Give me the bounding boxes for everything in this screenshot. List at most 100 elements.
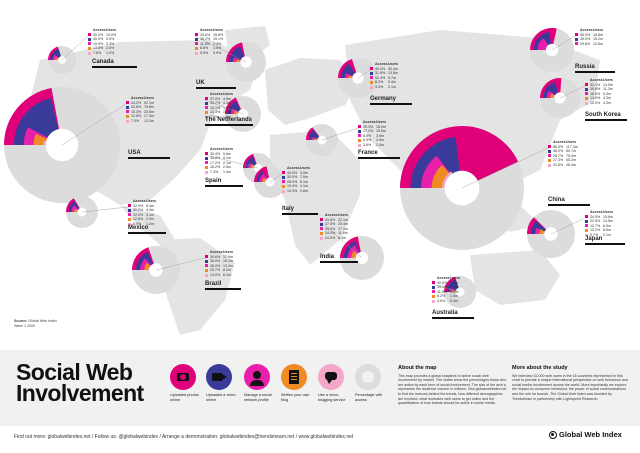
row-swatch xyxy=(548,163,551,167)
header-users: Users xyxy=(213,28,223,32)
access-value: 56.9% xyxy=(580,32,591,37)
header-access: Access xyxy=(93,28,106,32)
leader-lines xyxy=(61,35,586,293)
legend-label-access: Percentage with access xyxy=(355,393,383,402)
footer-find-link[interactable]: Find out more: globalwebindex.net xyxy=(14,434,91,440)
access-value: 15.3% xyxy=(131,109,142,114)
users-value: 12.6m xyxy=(593,41,603,46)
country-name-australia: Australia xyxy=(432,310,474,319)
row-swatch xyxy=(370,85,373,89)
users-value: 2.4% xyxy=(213,41,222,46)
row-swatch xyxy=(358,125,361,129)
users-value: 1.8m xyxy=(223,110,231,115)
table-row: 39.4% 5.6m xyxy=(205,152,236,157)
leader-line xyxy=(321,127,359,141)
row-swatch xyxy=(432,285,435,289)
row-swatch xyxy=(205,273,208,277)
table-header: AccessUsers xyxy=(548,140,579,145)
access-value: 43.0% xyxy=(287,170,298,175)
access-value: 20.7% xyxy=(210,268,221,273)
table-row: 43.8% 22.1m xyxy=(320,218,351,223)
users-value: 1.0m xyxy=(223,114,231,119)
table-header: AccessUsers xyxy=(282,166,313,171)
row-swatch xyxy=(282,184,285,188)
table-row: 14.0% 6.1m xyxy=(205,273,236,278)
footer-arrange-link[interactable]: Arrange a demonstration: globalwebindex@… xyxy=(161,434,295,440)
row-swatch xyxy=(205,152,208,156)
access-value: 86.0% xyxy=(553,144,564,149)
row-swatch xyxy=(205,165,208,169)
access-value: 29.3% xyxy=(363,124,374,129)
table-row: 12.6% 17.3m xyxy=(126,114,157,119)
access-value: 14.0% xyxy=(210,272,221,277)
users-value: 4.4m xyxy=(146,208,154,213)
leader-line xyxy=(319,220,363,259)
users-value: 9.7m xyxy=(388,75,396,80)
access-value: 39.6% xyxy=(590,87,601,92)
table-row: 8.0% 1.2m xyxy=(128,222,159,227)
table-row: 5.7% 3.1m xyxy=(585,233,616,238)
users-value: 15.8% xyxy=(213,32,224,37)
row-swatch xyxy=(88,46,91,50)
access-value: 37.0% xyxy=(210,96,221,101)
table-header: AccessUsers xyxy=(88,28,119,33)
table-row: 13.3% 2.6m xyxy=(282,189,313,194)
about-study-text: We interview 32,000 web users in the 16 … xyxy=(512,373,628,401)
leader-line xyxy=(204,154,259,169)
users-value: 1.2m xyxy=(146,221,154,226)
access-value: 31.8% xyxy=(375,71,386,76)
header-users: Users xyxy=(376,120,386,124)
table-row: 34.0% 17.1m xyxy=(320,227,351,232)
country-charts xyxy=(4,27,580,308)
row-swatch xyxy=(205,115,208,119)
country-name-italy: Italy xyxy=(282,206,318,215)
table-row: 24.0% 8.4m xyxy=(320,236,351,241)
access-value: 7.6% xyxy=(93,50,102,55)
table-row: 22.0% 3.1m xyxy=(128,213,159,218)
access-value: 38.2% xyxy=(200,37,211,42)
table-row: 7.0% 13.3m xyxy=(126,119,157,124)
country-block-russia: AccessUsers 56.9% 18.8m 45.0% 15.2m 29.8% 12.6… xyxy=(575,28,606,46)
access-icon xyxy=(355,364,381,390)
table-row: 24.0% 11.8m xyxy=(320,231,351,236)
users-value: 60.7m xyxy=(566,149,576,154)
africa-shape xyxy=(270,130,360,265)
country-name-mexico: Mexico xyxy=(128,225,166,234)
row-swatch xyxy=(282,171,285,175)
row-swatch xyxy=(126,110,129,114)
access-value: 24.0% xyxy=(325,235,336,240)
users-value: 1.0m xyxy=(450,294,458,299)
access-value: 18.5% xyxy=(590,91,601,96)
footer-follow-link[interactable]: Follow us: @globalwebindex xyxy=(94,434,159,440)
access-value: 12.6% xyxy=(133,217,144,222)
leader-line xyxy=(61,103,127,146)
header-access: Access xyxy=(363,120,376,124)
legend-label-video: Uploaded a video online xyxy=(206,393,236,402)
leader-line xyxy=(61,35,89,61)
country-block-uk: AccessUsers 43.6% 15.8% 38.2% 15.1% 11.5% 2.4%… xyxy=(195,28,226,56)
header-access: Access xyxy=(553,140,566,144)
row-swatch xyxy=(585,83,588,87)
access-value: 24.5% xyxy=(590,214,601,219)
row-swatch xyxy=(432,281,435,285)
access-value: 43.6% xyxy=(200,32,211,37)
users-value: 2.1m xyxy=(388,84,396,89)
access-value: 42.6% xyxy=(131,105,142,110)
access-value: 13.8% xyxy=(93,46,104,51)
users-value: 30.4m xyxy=(388,66,398,71)
users-value: 8.2m xyxy=(223,268,231,273)
footer-sep-3: / xyxy=(295,434,299,440)
footer-sep-2: / xyxy=(159,434,162,440)
users-value: 4.0m xyxy=(376,138,384,143)
row-swatch xyxy=(585,96,588,100)
access-value: 8.3% xyxy=(375,80,384,85)
users-value: 55.2m xyxy=(566,158,576,163)
access-value: 28.7% xyxy=(553,153,564,158)
country-block-china: AccessUsers 86.0% 117.3m 46.0% 60.7m 28.7% 75.… xyxy=(548,140,579,168)
footer-site-link[interactable]: www.globalwebindex.net xyxy=(298,434,354,440)
country-block-southkorea: AccessUsers 52.1% 14.9m 39.6% 11.3m 18.5% 5.3m… xyxy=(585,78,616,106)
row-swatch xyxy=(205,106,208,110)
users-value: 1.2m xyxy=(450,289,458,294)
country-name-canada: Canada xyxy=(92,59,137,68)
access-value: 33.7% xyxy=(210,101,221,106)
